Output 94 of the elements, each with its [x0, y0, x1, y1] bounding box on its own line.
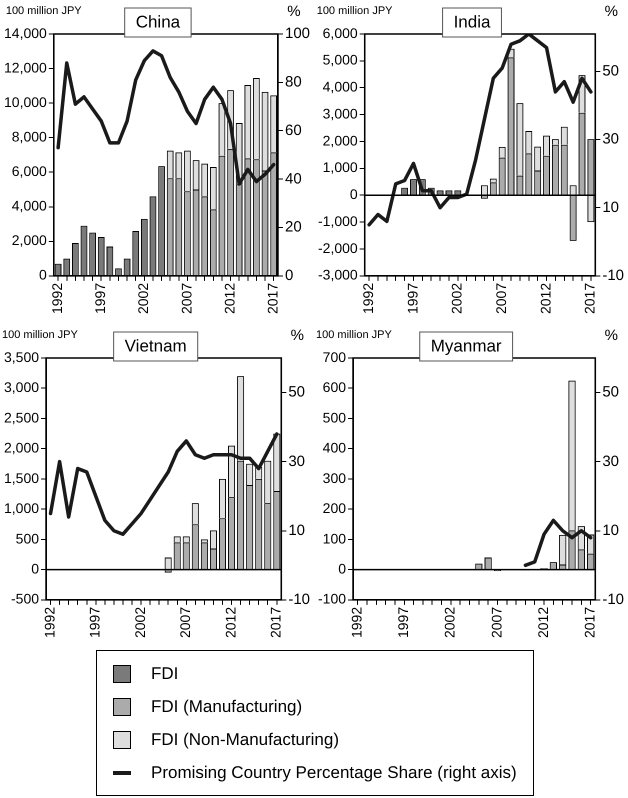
- y2-tick-label: -10: [602, 266, 624, 284]
- chart-title: Vietnam: [124, 336, 187, 356]
- y2-axis-title: %: [604, 3, 618, 20]
- y-tick-label: -100: [318, 590, 346, 607]
- x-tick-label: 2017: [264, 282, 281, 314]
- y-tick-label: 8,000: [12, 128, 48, 145]
- y2-tick-label: 50: [288, 384, 306, 401]
- y2-axis-title: %: [604, 327, 618, 344]
- y2-tick-label: 40: [284, 170, 302, 188]
- y-tick-label: -500: [11, 590, 40, 607]
- y-tick-label: 2,000: [4, 440, 40, 456]
- y-tick-label: 3,000: [322, 105, 358, 122]
- y-tick-label: -1,000: [318, 212, 358, 229]
- x-tick-label: 2002: [442, 606, 458, 638]
- x-tick-label: 1997: [395, 606, 412, 638]
- y-tick-label: 4,000: [322, 78, 358, 95]
- y2-tick-label: 80: [284, 74, 302, 91]
- x-tick-label: 2007: [493, 282, 510, 314]
- y2-axis-title: %: [287, 3, 301, 20]
- y-tick-label: 4,000: [12, 198, 48, 214]
- y2-tick-label: 30: [602, 130, 620, 148]
- x-tick-label: 2007: [488, 606, 504, 638]
- y2-tick-label: 50: [602, 62, 620, 80]
- y-tick-label: 500: [322, 409, 346, 426]
- x-tick-label: 2012: [537, 282, 554, 314]
- y2-tick-label: 20: [284, 218, 302, 236]
- x-tick-label: 1997: [86, 606, 103, 638]
- y-tick-label: 3,500: [4, 348, 40, 365]
- y-tick-label: 600: [322, 379, 346, 396]
- x-tick-label: 2017: [268, 606, 284, 638]
- y-tick-label: 1,500: [4, 470, 40, 486]
- y-axis-title: 100 million JPY: [2, 329, 78, 341]
- y-tick-label: 12,000: [4, 59, 48, 76]
- y-tick-label: 0: [31, 560, 40, 576]
- x-tick-label: 2002: [132, 606, 148, 638]
- y-tick-label: 3,000: [4, 379, 40, 396]
- x-tick-label: 2002: [448, 282, 465, 314]
- chart-title: India: [454, 12, 491, 32]
- y2-tick-label: 60: [284, 122, 302, 139]
- y-tick-label: 6,000: [12, 163, 48, 180]
- y-tick-label: 6,000: [322, 24, 358, 41]
- y-tick-label: 2,000: [322, 132, 358, 148]
- x-tick-label: 1992: [48, 282, 65, 314]
- y-tick-label: 400: [322, 440, 346, 456]
- y2-tick-label: -10: [288, 590, 310, 608]
- y-tick-label: 300: [322, 470, 346, 486]
- x-tick-label: 2007: [178, 282, 194, 314]
- y2-tick-label: 30: [602, 452, 620, 470]
- x-tick-label: 2012: [221, 282, 238, 314]
- y-tick-label: 0: [350, 186, 358, 202]
- y2-tick-label: 10: [602, 198, 620, 216]
- y-tick-label: -2,000: [318, 240, 358, 256]
- y-tick-label: -3,000: [318, 266, 358, 283]
- x-tick-label: 1992: [348, 606, 365, 638]
- chart-title: Myanmar: [430, 336, 502, 356]
- chart-title: China: [136, 12, 181, 32]
- x-tick-label: 1992: [41, 606, 58, 638]
- y-tick-label: 0: [39, 266, 48, 283]
- x-tick-label: 2007: [177, 606, 194, 638]
- x-tick-label: 2017: [582, 282, 598, 314]
- legend-label: FDI (Non-Manufacturing): [151, 730, 340, 750]
- y2-tick-label: 100: [284, 25, 310, 42]
- y-axis-title: 100 million JPY: [6, 5, 82, 17]
- y-axis-title: 100 million JPY: [316, 329, 392, 341]
- y2-axis-title: %: [290, 327, 304, 344]
- y2-tick-label: -10: [602, 590, 624, 608]
- y-tick-label: 100: [322, 530, 346, 546]
- y-tick-label: 10,000: [4, 94, 48, 110]
- x-tick-label: 1997: [92, 282, 108, 314]
- y2-tick-label: 10: [602, 522, 620, 539]
- y-tick-label: 14,000: [4, 24, 48, 41]
- legend-label: Promising Country Percentage Share (right axis): [151, 762, 517, 782]
- y-tick-label: 1,000: [4, 500, 40, 516]
- y-axis-title: 100 million JPY: [316, 5, 394, 17]
- y2-tick-label: 0: [284, 266, 294, 284]
- y2-tick-label: 50: [602, 384, 620, 401]
- y2-tick-label: 30: [288, 452, 306, 470]
- y2-tick-label: 10: [288, 522, 306, 539]
- x-tick-label: 2002: [135, 282, 152, 314]
- x-tick-label: 1997: [404, 282, 420, 314]
- x-tick-label: 2017: [582, 606, 598, 638]
- x-tick-label: 1992: [360, 282, 376, 314]
- y-tick-label: 2,500: [4, 409, 40, 426]
- y-tick-label: 1,000: [322, 159, 358, 176]
- y-tick-label: 700: [322, 348, 346, 365]
- legend-label: FDI: [151, 664, 178, 684]
- x-tick-label: 2012: [222, 606, 238, 638]
- x-tick-label: 2012: [534, 606, 551, 638]
- y-tick-label: 200: [322, 500, 346, 516]
- y-tick-label: 2,000: [12, 232, 48, 248]
- y-tick-label: 500: [16, 530, 40, 546]
- y-tick-label: 5,000: [322, 52, 358, 68]
- y-tick-label: 0: [338, 560, 346, 576]
- legend-label: FDI (Manufacturing): [151, 696, 302, 716]
